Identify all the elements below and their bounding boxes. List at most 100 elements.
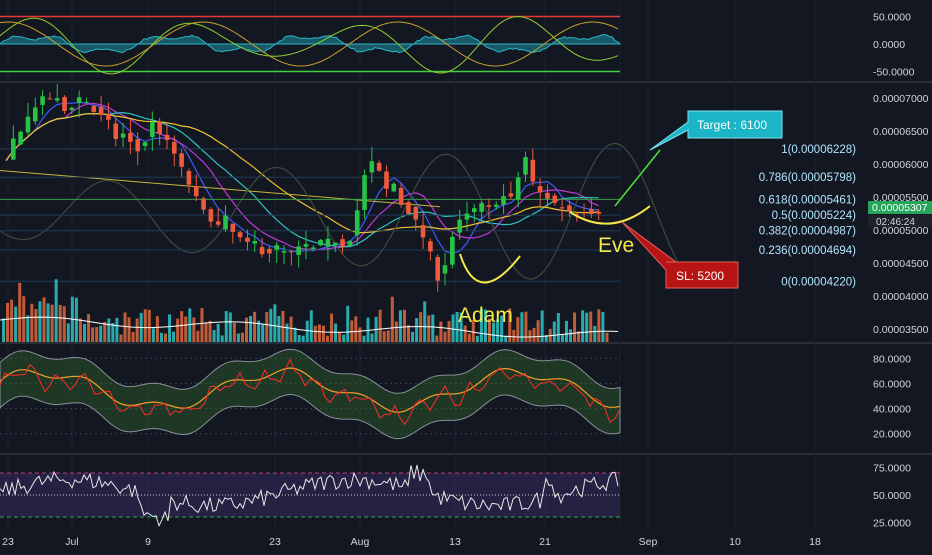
date-tick-label: 23 xyxy=(2,536,14,548)
candle-body xyxy=(84,102,89,104)
volume-bar xyxy=(536,320,540,342)
volume-bar xyxy=(147,309,151,342)
volume-bar xyxy=(34,309,38,342)
volume-bar xyxy=(58,304,62,342)
volume-bar xyxy=(172,331,176,342)
price-tick-label: 0.00005500 xyxy=(873,192,929,204)
volume-bar xyxy=(301,335,305,342)
volume-bar xyxy=(601,311,605,342)
volume-bar xyxy=(22,296,26,342)
volume-bar xyxy=(6,302,10,342)
volume-bar xyxy=(257,320,261,342)
price-tick-label: 0.00004500 xyxy=(873,258,929,270)
volume-bar xyxy=(236,333,240,342)
volume-bar xyxy=(184,316,188,342)
cycle-sine xyxy=(0,142,721,284)
volume-bar xyxy=(552,321,556,342)
candle-body xyxy=(347,240,353,246)
volume-bar xyxy=(338,332,342,342)
osc-tick-label: 0.0000 xyxy=(873,39,905,51)
candle-body xyxy=(18,131,23,145)
volume-bar xyxy=(200,308,204,342)
volume-bar xyxy=(569,329,572,342)
volume-bar xyxy=(83,323,86,342)
candle-body xyxy=(11,138,16,160)
candle-body xyxy=(201,198,206,210)
volume-bar xyxy=(354,316,358,342)
rsi-line xyxy=(0,464,619,528)
candle-body xyxy=(259,246,265,255)
volume-bar xyxy=(520,312,524,342)
fib-level-label: 0.382(0.00004987) xyxy=(759,226,856,238)
candle-body xyxy=(530,159,536,182)
candle-body xyxy=(318,239,323,246)
candle-body xyxy=(245,237,250,242)
candle-body xyxy=(332,242,338,246)
candle-body xyxy=(98,106,104,115)
volume-bar xyxy=(135,318,139,342)
price-tick-label: 0.00006500 xyxy=(873,126,929,138)
candle-body xyxy=(574,213,580,215)
time-axis[interactable]: 23 Jul 9 23 Aug 13 21 Sep 10 18 xyxy=(2,536,821,548)
oscillator-panel xyxy=(0,15,622,75)
volume-bar xyxy=(443,331,447,342)
volume-bar xyxy=(95,327,99,342)
rsi-tick-label: 50.0000 xyxy=(873,490,911,502)
volume-bar xyxy=(479,308,483,342)
volume-bar xyxy=(459,312,463,342)
volume-bar xyxy=(103,321,107,342)
stop-loss-label: SL: 5200 xyxy=(676,269,724,283)
volume-bar xyxy=(289,316,293,342)
rsi-panel xyxy=(0,464,620,528)
price-tick-label: 0.00007000 xyxy=(873,93,929,105)
candle-body xyxy=(303,244,309,247)
volume-bar xyxy=(180,311,184,342)
volume-bar xyxy=(544,335,548,342)
stoch-tick-label: 20.0000 xyxy=(873,429,911,441)
volume-bar xyxy=(309,310,313,342)
volume-bar xyxy=(439,321,443,342)
candle-body xyxy=(515,177,521,200)
volume-bar xyxy=(285,323,289,342)
candle-body xyxy=(442,265,448,274)
price-axis[interactable]: 50.0000 0.0000 -50.0000 0.00007000 0.0000650… xyxy=(873,12,929,530)
current-price-tag: 0.00005307 02:46:24 xyxy=(868,201,932,228)
fib-level-label: 1(0.00006228) xyxy=(781,144,856,156)
candle-body xyxy=(69,107,75,111)
volume-bar xyxy=(212,330,216,342)
volume-bar xyxy=(30,303,34,342)
volume-bar xyxy=(87,314,91,342)
date-tick-label: 23 xyxy=(269,536,281,548)
candle-body xyxy=(471,208,477,212)
candle-body xyxy=(508,193,514,197)
cycle-curve xyxy=(0,142,721,284)
candle-body xyxy=(537,186,543,193)
volume-bar xyxy=(556,313,560,342)
volume-bar xyxy=(411,331,415,342)
volume-bar xyxy=(54,279,58,342)
volume-bar xyxy=(2,318,5,342)
volume-bar xyxy=(265,312,269,342)
date-tick-label: 18 xyxy=(809,536,821,548)
candle-body xyxy=(450,236,455,265)
volume-bar xyxy=(577,331,581,342)
volume-bar xyxy=(475,335,479,342)
candle-body xyxy=(76,97,82,104)
volume-bar xyxy=(330,313,334,342)
candle-body xyxy=(311,247,316,250)
volume-bar xyxy=(605,332,609,342)
stoch-tick-label: 80.0000 xyxy=(873,353,911,365)
volume-bar xyxy=(455,311,459,342)
volume-bar xyxy=(297,335,301,342)
candle-body xyxy=(493,204,499,207)
volume-bar xyxy=(492,322,496,342)
candle-body xyxy=(362,175,367,210)
candle-body xyxy=(281,251,287,253)
candle-body xyxy=(384,171,389,189)
volume-bar xyxy=(317,324,321,342)
volume-bar xyxy=(216,323,220,342)
volume-bar xyxy=(281,310,285,342)
volume-bar xyxy=(115,317,119,342)
